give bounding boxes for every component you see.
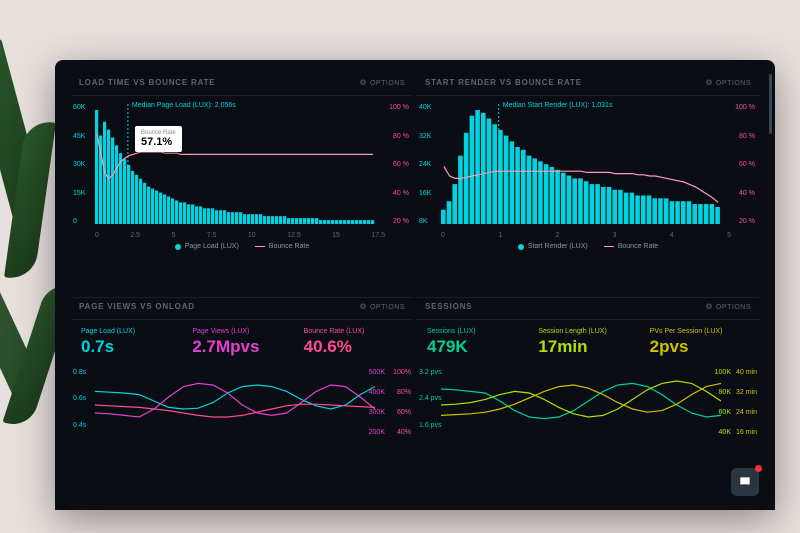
- metrics-row: Sessions (LUX) 479K Session Length (LUX) 17…: [417, 320, 759, 365]
- metric-value: 479K: [427, 337, 526, 357]
- gear-icon: ⚙: [705, 78, 713, 87]
- panel-title: LOAD TIME VS BOUNCE RATE: [79, 78, 215, 87]
- metric-value: 0.7s: [81, 337, 180, 357]
- gear-icon: ⚙: [705, 302, 713, 311]
- panel-title: SESSIONS: [425, 302, 472, 311]
- line-chart: 0.8s0.6s0.4s500K400K300K200K100%80%60%40…: [71, 365, 413, 458]
- chat-widget[interactable]: [731, 468, 759, 496]
- metrics-row: Page Load (LUX) 0.7s Page Views (LUX) 2.7Mp…: [71, 320, 413, 365]
- x-axis: 02.557.51012.51517.5: [71, 232, 413, 239]
- options-button[interactable]: ⚙OPTIONS: [705, 302, 751, 311]
- chat-icon: [738, 475, 752, 489]
- laptop-screen: LOAD TIME VS BOUNCE RATE ⚙OPTIONS 60K45K…: [55, 60, 775, 510]
- chart-legend: Start Render (LUX) Bounce Rate: [417, 239, 759, 254]
- legend-line-icon: [255, 246, 265, 247]
- legend-dot-icon: [175, 244, 181, 250]
- metric-value: 2.7Mpvs: [192, 337, 291, 357]
- metric-label: Page Load (LUX): [81, 328, 180, 335]
- panel-title: START RENDER VS BOUNCE RATE: [425, 78, 582, 87]
- metric-value: 17min: [538, 337, 637, 357]
- metric-label: PVs Per Session (LUX): [650, 328, 749, 335]
- panel-start-render: START RENDER VS BOUNCE RATE ⚙OPTIONS 40K…: [417, 74, 759, 293]
- metric-label: Session Length (LUX): [538, 328, 637, 335]
- tooltip: Bounce Rate57.1%: [135, 126, 182, 152]
- metric: Sessions (LUX) 479K: [425, 326, 528, 359]
- options-button[interactable]: ⚙OPTIONS: [705, 78, 751, 87]
- gear-icon: ⚙: [359, 78, 367, 87]
- x-axis: 012345: [417, 232, 759, 239]
- metric-label: Bounce Rate (LUX): [304, 328, 403, 335]
- chart-render-bounce: 40K32K24K16K8K100 %80 %60 %40 %20 %Media…: [417, 96, 759, 232]
- metric: Session Length (LUX) 17min: [536, 326, 639, 359]
- metric: Page Views (LUX) 2.7Mpvs: [190, 326, 293, 359]
- metric-label: Sessions (LUX): [427, 328, 526, 335]
- panel-load-time: LOAD TIME VS BOUNCE RATE ⚙OPTIONS 60K45K…: [71, 74, 413, 293]
- panel-title: PAGE VIEWS VS ONLOAD: [79, 302, 195, 311]
- metric-value: 2pvs: [650, 337, 749, 357]
- legend-dot-icon: [518, 244, 524, 250]
- metric: Bounce Rate (LUX) 40.6%: [302, 326, 405, 359]
- scrollbar[interactable]: [769, 74, 772, 134]
- chart-load-bounce: 60K45K30K15K0100 %80 %60 %40 %20 %Median…: [71, 96, 413, 232]
- line-chart: 3.2 pvs2.4 pvs1.6 pvs100K80K60K40K40 min…: [417, 365, 759, 458]
- metric-value: 40.6%: [304, 337, 403, 357]
- chart-legend: Page Load (LUX) Bounce Rate: [71, 239, 413, 254]
- panel-page-views: PAGE VIEWS VS ONLOAD ⚙OPTIONS Page Load …: [71, 297, 413, 497]
- metric: PVs Per Session (LUX) 2pvs: [648, 326, 751, 359]
- metric: Page Load (LUX) 0.7s: [79, 326, 182, 359]
- legend-line-icon: [604, 246, 614, 247]
- options-button[interactable]: ⚙OPTIONS: [359, 302, 405, 311]
- panel-sessions: SESSIONS ⚙OPTIONS Sessions (LUX)479KSess…: [417, 297, 759, 497]
- gear-icon: ⚙: [359, 302, 367, 311]
- options-button[interactable]: ⚙OPTIONS: [359, 78, 405, 87]
- metric-label: Page Views (LUX): [192, 328, 291, 335]
- dashboard: LOAD TIME VS BOUNCE RATE ⚙OPTIONS 60K45K…: [71, 74, 759, 496]
